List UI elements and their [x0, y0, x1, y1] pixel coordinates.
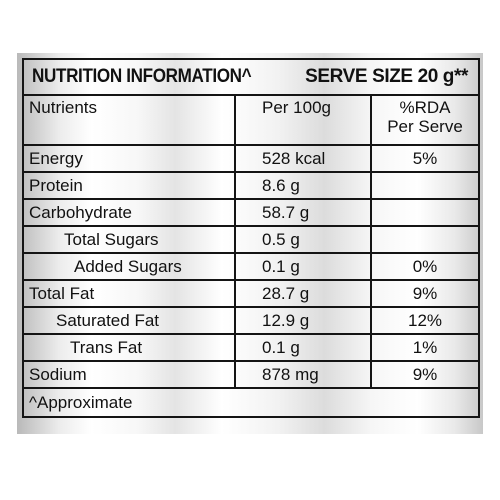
nutrient-per100: 28.7 g — [234, 279, 372, 308]
nutrient-rda: 9% — [370, 279, 480, 308]
nutrient-per100: 878 mg — [234, 360, 372, 389]
header-rda-line2: Per Serve — [387, 117, 463, 136]
table-row: Energy 528 kcal 5% — [22, 144, 480, 173]
nutrition-title: NUTRITION INFORMATION^ — [32, 66, 252, 87]
nutrient-per100: 8.6 g — [234, 171, 372, 200]
footnote-row: ^Approximate — [22, 387, 480, 418]
table-row: Total Sugars 0.5 g — [22, 225, 480, 254]
nutrient-name: Energy — [22, 144, 236, 173]
nutrient-rda: 1% — [370, 333, 480, 362]
header-per100: Per 100g — [234, 94, 372, 146]
nutrient-per100: 0.1 g — [234, 252, 372, 281]
table-row: Added Sugars 0.1 g 0% — [22, 252, 480, 281]
nutrient-per100: 58.7 g — [234, 198, 372, 227]
nutrition-table: NUTRITION INFORMATION^ SERVE SIZE 20 g**… — [22, 58, 480, 418]
nutrient-rda — [370, 171, 480, 200]
title-row: NUTRITION INFORMATION^ SERVE SIZE 20 g** — [22, 58, 480, 96]
nutrient-rda — [370, 198, 480, 227]
table-row: Protein 8.6 g — [22, 171, 480, 200]
nutrient-rda — [370, 225, 480, 254]
header-nutrients: Nutrients — [22, 94, 236, 146]
nutrient-per100: 528 kcal — [234, 144, 372, 173]
nutrient-name: Saturated Fat — [22, 306, 236, 335]
header-row: Nutrients Per 100g %RDA Per Serve — [22, 94, 480, 146]
header-rda-line1: %RDA — [399, 98, 451, 117]
nutrient-name: Total Sugars — [22, 225, 236, 254]
nutrient-per100: 0.5 g — [234, 225, 372, 254]
footnote: ^Approximate — [22, 387, 480, 418]
nutrient-rda: 5% — [370, 144, 480, 173]
nutrient-name: Sodium — [22, 360, 236, 389]
table-row: Total Fat 28.7 g 9% — [22, 279, 480, 308]
nutrient-per100: 12.9 g — [234, 306, 372, 335]
nutrient-name: Total Fat — [22, 279, 236, 308]
nutrient-per100: 0.1 g — [234, 333, 372, 362]
table-row: Trans Fat 0.1 g 1% — [22, 333, 480, 362]
table-row: Carbohydrate 58.7 g — [22, 198, 480, 227]
nutrient-rda: 12% — [370, 306, 480, 335]
nutrient-rda: 0% — [370, 252, 480, 281]
header-rda: %RDA Per Serve — [370, 94, 480, 146]
table-row: Sodium 878 mg 9% — [22, 360, 480, 389]
nutrient-name: Protein — [22, 171, 236, 200]
title-cell: NUTRITION INFORMATION^ SERVE SIZE 20 g** — [22, 58, 480, 96]
serve-size: SERVE SIZE 20 g** — [305, 66, 468, 87]
nutrient-name: Carbohydrate — [22, 198, 236, 227]
nutrient-name: Added Sugars — [22, 252, 236, 281]
nutrient-rda: 9% — [370, 360, 480, 389]
nutrient-name: Trans Fat — [22, 333, 236, 362]
table-row: Saturated Fat 12.9 g 12% — [22, 306, 480, 335]
